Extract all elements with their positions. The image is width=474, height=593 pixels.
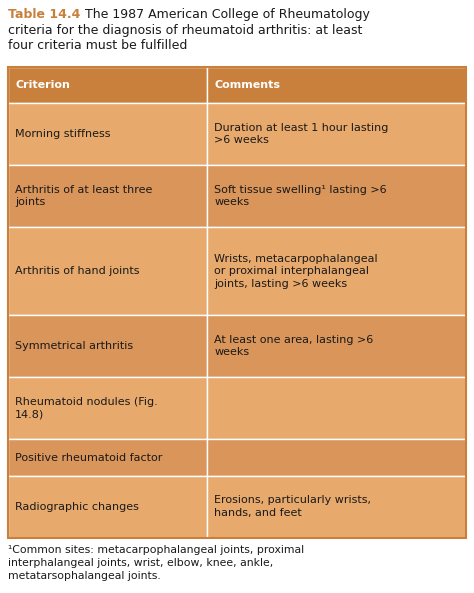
Text: Symmetrical arthritis: Symmetrical arthritis — [15, 341, 133, 351]
Bar — [207, 377, 466, 439]
Text: Wrists, metacarpophalangeal
or proximal interphalangeal
joints, lasting >6 weeks: Wrists, metacarpophalangeal or proximal … — [214, 254, 378, 289]
Bar — [8, 377, 207, 439]
Text: four criteria must be fulfilled: four criteria must be fulfilled — [8, 39, 187, 52]
Text: Criterion: Criterion — [15, 79, 70, 90]
Bar — [8, 66, 466, 538]
Bar — [207, 476, 466, 538]
Bar — [8, 227, 207, 315]
Text: criteria for the diagnosis of rheumatoid arthritis: at least: criteria for the diagnosis of rheumatoid… — [8, 24, 363, 37]
Bar — [8, 66, 207, 103]
Text: Radiographic changes: Radiographic changes — [15, 502, 139, 512]
Text: Positive rheumatoid factor: Positive rheumatoid factor — [15, 452, 163, 463]
Text: Arthritis of at least three
joints: Arthritis of at least three joints — [15, 185, 152, 208]
Text: Rheumatoid nodules (Fig.
14.8): Rheumatoid nodules (Fig. 14.8) — [15, 397, 158, 419]
Text: Morning stiffness: Morning stiffness — [15, 129, 110, 139]
Bar — [8, 439, 207, 476]
Bar — [8, 476, 207, 538]
Bar — [207, 165, 466, 227]
Bar — [8, 165, 207, 227]
Bar — [207, 227, 466, 315]
Text: Table 14.4: Table 14.4 — [8, 8, 85, 21]
Text: The 1987 American College of Rheumatology: The 1987 American College of Rheumatolog… — [85, 8, 370, 21]
Text: Comments: Comments — [214, 79, 280, 90]
Text: At least one area, lasting >6
weeks: At least one area, lasting >6 weeks — [214, 335, 374, 358]
Text: Erosions, particularly wrists,
hands, and feet: Erosions, particularly wrists, hands, an… — [214, 496, 371, 518]
Bar — [207, 439, 466, 476]
Text: Soft tissue swelling¹ lasting >6
weeks: Soft tissue swelling¹ lasting >6 weeks — [214, 185, 387, 208]
Text: Arthritis of hand joints: Arthritis of hand joints — [15, 266, 139, 276]
Text: ¹Common sites: metacarpophalangeal joints, proximal
interphalangeal joints, wris: ¹Common sites: metacarpophalangeal joint… — [8, 545, 304, 581]
Bar — [8, 103, 207, 165]
Text: Duration at least 1 hour lasting
>6 weeks: Duration at least 1 hour lasting >6 week… — [214, 123, 389, 145]
Bar — [8, 315, 207, 377]
Bar — [207, 315, 466, 377]
Bar — [207, 103, 466, 165]
Bar — [207, 66, 466, 103]
